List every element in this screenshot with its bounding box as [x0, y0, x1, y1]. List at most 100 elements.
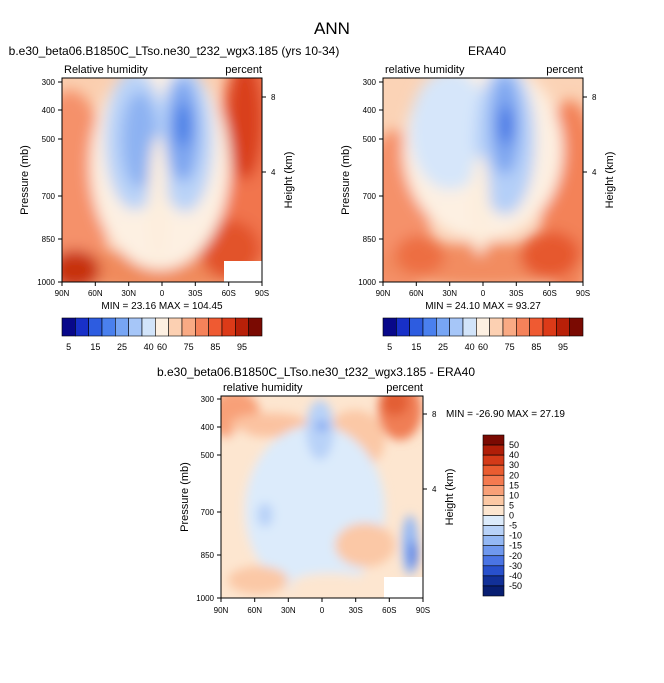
colorbar-label: 10	[509, 490, 519, 500]
x-tick-label: 90N	[55, 289, 70, 298]
colorbar-label: 25	[438, 342, 448, 352]
panel-obs-height-axis: 8 4 Height (km)	[583, 93, 616, 208]
panel-model-x-axis: 90N 60N 30N 0 30S 60S 90S	[55, 282, 269, 298]
colorbar-swatch	[482, 495, 505, 506]
height-tick-label: 4	[271, 168, 276, 177]
x-tick-label: 0	[320, 606, 325, 615]
colorbar-label: 0	[509, 511, 514, 521]
colorbar-model: 5 15 25 40 60 75 85 95	[61, 317, 263, 352]
y-tick-label: 850	[363, 235, 377, 244]
colorbar-swatch	[221, 317, 236, 337]
panel-obs: ERA40 relative humidity percent	[340, 44, 616, 312]
colorbar-label: 50	[509, 440, 519, 450]
colorbar-swatch	[482, 505, 505, 516]
colorbar-swatch	[482, 585, 505, 597]
panel-difference-variable-label: relative humidity	[223, 382, 303, 394]
colorbar-label: 40	[509, 450, 519, 460]
colorbar-swatch	[516, 317, 530, 337]
colorbar-swatch	[462, 317, 477, 337]
colorbar-label: -30	[509, 561, 522, 571]
colorbar-swatch	[235, 317, 249, 337]
colorbar-swatch	[482, 474, 505, 486]
panel-difference-y-axis: 300 400 500 700 850 1000 Pressure (mb)	[179, 395, 221, 603]
colorbar-label: -10	[509, 531, 522, 541]
panel-obs-contour-field	[383, 78, 583, 282]
colorbar-swatch	[482, 434, 505, 446]
colorbar-swatch	[542, 317, 557, 337]
y-tick-label: 300	[201, 395, 215, 404]
colorbar-swatch	[195, 317, 209, 337]
colorbar-swatch	[101, 317, 116, 337]
x-tick-label: 60N	[247, 606, 262, 615]
colorbar-swatch	[556, 317, 570, 337]
height-tick-label: 8	[592, 93, 597, 102]
colorbar-label: 75	[184, 342, 194, 352]
colorbar-label: -15	[509, 541, 522, 551]
colorbar-swatch	[482, 464, 505, 476]
y-tick-label: 850	[201, 551, 215, 560]
panel-obs-min-max: MIN = 24.10 MAX = 93.27	[425, 301, 541, 312]
colorbar-label: 75	[505, 342, 515, 352]
colorbar-swatch	[208, 317, 223, 337]
y-tick-label: 700	[201, 508, 215, 517]
colorbar-label: 95	[237, 342, 247, 352]
height-tick-label: 4	[432, 485, 437, 494]
colorbar-label: -50	[509, 581, 522, 591]
page-title: ANN	[314, 19, 350, 38]
x-tick-label: 30S	[188, 289, 202, 298]
x-tick-label: 30N	[121, 289, 136, 298]
colorbar-label: 15	[411, 342, 421, 352]
x-tick-label: 90S	[255, 289, 269, 298]
colorbar-label: 20	[509, 470, 519, 480]
colorbar-swatch	[141, 317, 156, 337]
panel-obs-x-axis: 90N 60N 30N 0 30S 60S 90S	[376, 282, 590, 298]
x-tick-label: 60S	[382, 606, 396, 615]
colorbar-swatch	[382, 317, 397, 337]
y-tick-label: 300	[42, 78, 56, 87]
colorbar-label: -5	[509, 521, 517, 531]
panel-obs-units-label: percent	[546, 64, 583, 76]
colorbar-label: 30	[509, 460, 519, 470]
colorbar-label: 25	[117, 342, 127, 352]
colorbar-swatch	[482, 444, 505, 456]
colorbar-label: 15	[90, 342, 100, 352]
y-tick-label: 500	[363, 135, 377, 144]
y-axis-title: Pressure (mb)	[19, 145, 31, 215]
colorbar-swatch	[409, 317, 424, 337]
colorbar-swatch	[482, 545, 505, 557]
y-tick-label: 300	[363, 78, 377, 87]
x-tick-label: 30N	[281, 606, 296, 615]
y-tick-label: 500	[42, 135, 56, 144]
colorbar-swatch	[482, 485, 505, 496]
y-tick-label: 500	[201, 451, 215, 460]
height-tick-label: 8	[432, 410, 437, 419]
y-tick-label: 850	[42, 235, 56, 244]
panel-difference-x-axis: 90N 60N 30N 0 30S 60S 90S	[214, 598, 430, 615]
colorbar-swatch	[482, 565, 505, 577]
colorbar-label: 40	[144, 342, 154, 352]
colorbar-swatch	[489, 317, 504, 337]
x-tick-label: 90S	[576, 289, 590, 298]
x-tick-label: 60S	[222, 289, 236, 298]
colorbar-label: 85	[210, 342, 220, 352]
colorbar-swatch	[181, 317, 196, 337]
panel-model-variable-label: Relative humidity	[64, 64, 148, 76]
colorbar-swatch	[168, 317, 183, 337]
panel-obs-title: ERA40	[468, 44, 506, 58]
panel-difference-title: b.e30_beta06.B1850C_LTso.ne30_t232_wgx3.…	[157, 365, 475, 379]
panel-difference-units-label: percent	[386, 382, 423, 394]
x-tick-label: 0	[160, 289, 165, 298]
y-tick-label: 400	[201, 423, 215, 432]
panel-difference-contour-field	[221, 396, 423, 598]
panel-difference-height-axis: 8 4 Height (km)	[423, 410, 456, 525]
colorbar-swatch	[396, 317, 410, 337]
colorbar-swatch	[482, 454, 505, 466]
y-tick-label: 400	[363, 106, 377, 115]
x-tick-label: 60N	[409, 289, 424, 298]
colorbar-swatch	[75, 317, 89, 337]
colorbar-swatch	[155, 317, 169, 337]
x-tick-label: 90N	[214, 606, 229, 615]
colorbar-label: 5	[66, 342, 71, 352]
x-tick-label: 30N	[442, 289, 457, 298]
colorbar-label: 5	[509, 500, 514, 510]
